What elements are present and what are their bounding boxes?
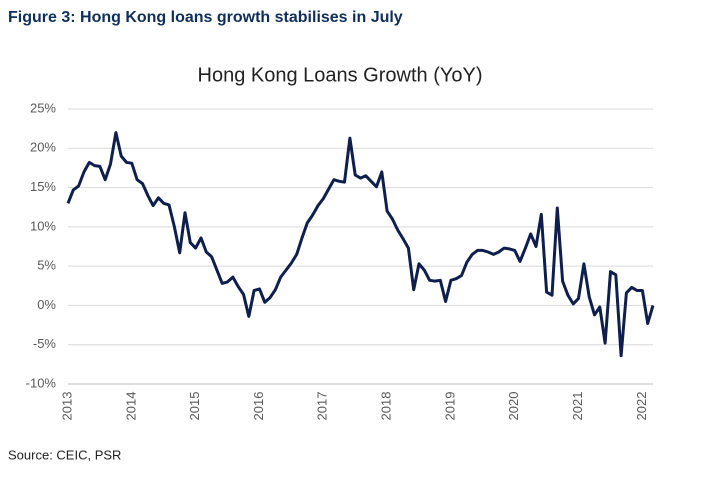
x-tick-label: 2017 — [315, 392, 330, 421]
x-tick-label: 2016 — [251, 392, 266, 421]
x-tick-label: 2021 — [570, 392, 585, 421]
x-tick-label: 2015 — [187, 392, 202, 421]
y-tick-label: 10% — [30, 218, 56, 233]
x-tick-label: 2013 — [59, 392, 74, 421]
x-tick-label: 2014 — [123, 392, 138, 421]
y-tick-label: -10% — [26, 375, 57, 390]
y-tick-label: 5% — [37, 258, 56, 273]
figure-title: Figure 3: Hong Kong loans growth stabili… — [8, 9, 403, 26]
x-tick-label: 2022 — [634, 392, 649, 421]
y-tick-label: 20% — [30, 140, 56, 155]
x-tick-label: 2018 — [379, 392, 394, 421]
x-tick-label: 2019 — [442, 392, 457, 421]
line-series — [66, 131, 655, 358]
y-tick-label: -5% — [33, 336, 57, 351]
y-tick-label: 25% — [30, 100, 56, 115]
y-tick-label: 0% — [37, 297, 56, 312]
y-tick-label: 15% — [30, 179, 56, 194]
chart-title: Hong Kong Loans Growth (YoY) — [198, 64, 483, 86]
x-tick-label: 2020 — [506, 392, 521, 421]
source: Source: CEIC, PSR — [8, 447, 121, 462]
